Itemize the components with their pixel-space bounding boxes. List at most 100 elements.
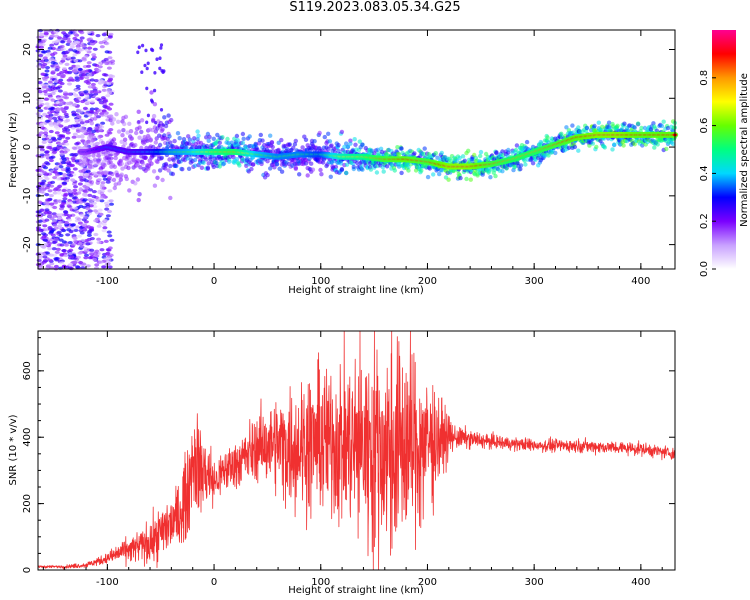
spectrogram-cell	[104, 113, 109, 118]
spectrogram-cell	[506, 147, 511, 153]
spectrogram-cell	[470, 158, 475, 164]
spectrogram-cell	[268, 166, 273, 171]
spectrogram-cell	[468, 177, 473, 182]
spectrogram-cell	[457, 155, 462, 161]
spectrogram-cell	[151, 117, 156, 123]
spectrogram-cell	[56, 120, 62, 124]
spectrogram-cell	[124, 176, 129, 182]
spectrogram-cell	[163, 123, 169, 129]
spectrogram-cell	[97, 65, 103, 69]
spectrogram-cell	[235, 138, 240, 143]
spectrogram-cell	[62, 173, 68, 177]
spectrogram-cell	[73, 40, 79, 44]
spectrogram-cell	[38, 131, 44, 135]
spectrogram-cell	[83, 215, 89, 219]
spectrogram-cell	[89, 99, 95, 103]
spectrogram-cell	[100, 195, 106, 199]
spectrogram-cell	[107, 246, 113, 250]
spectrogram-cell	[79, 172, 85, 176]
spectrogram-cell	[91, 195, 97, 199]
spectrogram-cell	[67, 82, 72, 86]
spectrogram-cell	[171, 158, 176, 163]
spectrogram-cell	[353, 142, 358, 147]
spectrogram-cell	[52, 170, 58, 174]
spectrogram-cell	[665, 125, 671, 131]
spectrogram-cell	[336, 142, 341, 148]
spectrogram-cell	[328, 174, 333, 179]
y-tick-label: 200	[22, 494, 33, 513]
spectrogram-cell	[120, 133, 125, 138]
spectrogram-cell	[97, 108, 103, 112]
spectrogram-cell	[100, 96, 106, 100]
spectrogram-cell	[37, 90, 43, 94]
spectrogram-cell	[47, 135, 53, 139]
spectrogram-cell	[93, 111, 99, 117]
spectrogram-cell	[96, 240, 102, 245]
spectrogram-cell	[602, 145, 607, 150]
spectrogram-cell	[91, 53, 97, 57]
spectrogram-cell	[47, 238, 53, 242]
spectrogram-cell	[63, 92, 69, 96]
spectrogram-cell	[53, 112, 59, 117]
spectrogram-cell	[62, 127, 67, 131]
spectrogram-cell	[279, 169, 285, 174]
spectrogram-cell	[357, 139, 362, 144]
spectrogram-cell	[639, 125, 644, 131]
spectrogram-cell	[195, 129, 200, 134]
spectrogram-cell	[570, 123, 575, 128]
spectrogram-cell	[158, 66, 162, 71]
spectrogram-cell	[206, 138, 211, 143]
spectrogram-cell	[99, 113, 105, 117]
spectrogram-cell	[64, 115, 70, 119]
spectrogram-cell	[111, 137, 117, 142]
spectrogram-cell	[522, 158, 527, 163]
spectrogram-cell	[250, 162, 256, 167]
x-tick-label: 100	[311, 276, 330, 287]
spectrogram-cell	[42, 255, 48, 259]
colorbar-gradient	[712, 30, 736, 269]
spectrogram-cell	[102, 218, 108, 223]
spectrogram-cell	[108, 32, 114, 36]
spectrogram-cell	[60, 134, 66, 138]
spectrogram-cell	[241, 136, 246, 141]
spectrogram-cell	[138, 165, 143, 170]
y-tick-label: 600	[22, 361, 33, 380]
spectrogram-cell	[41, 235, 47, 239]
spectrogram-cell	[381, 169, 386, 174]
x-tick-label: -100	[96, 276, 119, 287]
spectrogram-cell	[109, 202, 114, 206]
spectrogram-cell	[39, 153, 45, 157]
spectrogram-cell	[55, 109, 61, 113]
spectrogram-cell	[49, 57, 55, 61]
spectrogram-cell	[41, 140, 47, 144]
spectrogram-cell	[133, 142, 138, 148]
spectrogram-cell	[53, 40, 59, 44]
spectrogram-cell	[61, 265, 67, 269]
spectrogram-cell	[122, 121, 127, 127]
spectrogram-cell	[38, 109, 44, 113]
spectrogram-cell	[57, 142, 63, 146]
spectrogram-cell	[96, 224, 102, 228]
spectrogram-cell	[514, 143, 520, 148]
spectrogram-cell	[89, 117, 95, 122]
spectrogram-cell	[70, 56, 76, 60]
spectrogram-cell	[155, 57, 159, 61]
snr-x-label: Height of straight line (km)	[288, 585, 424, 596]
spectrogram-cell	[196, 133, 201, 138]
spectrogram-cell	[421, 151, 426, 157]
spectrogram-cell	[89, 78, 95, 82]
spectrogram-cell	[50, 109, 55, 114]
spectrogram-cell	[553, 150, 558, 156]
spectrogram-cell	[86, 231, 92, 235]
spectrogram-cell	[78, 175, 84, 179]
spectrogram-cell	[159, 46, 163, 50]
spectrogram-cell	[168, 163, 173, 169]
spectrogram-cell	[102, 162, 107, 168]
spectrogram-cell	[146, 61, 150, 66]
spectrogram-cell	[167, 157, 172, 162]
spectrogram-cell	[153, 88, 157, 93]
spectrogram-cell	[107, 35, 113, 39]
x-tick-label: 100	[311, 577, 330, 588]
spectrogram-cell	[355, 160, 360, 166]
